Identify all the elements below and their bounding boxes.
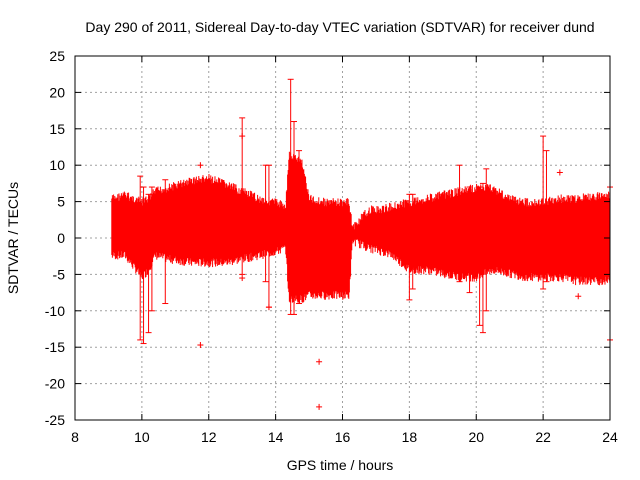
y-tick-label: -25 (45, 412, 65, 428)
y-tick-label: 10 (49, 157, 65, 173)
x-tick-label: 18 (402, 429, 418, 445)
x-axis-label: GPS time / hours (287, 457, 394, 473)
y-tick-label: -10 (45, 303, 65, 319)
y-tick-label: 0 (57, 230, 65, 246)
y-tick-label: 20 (49, 84, 65, 100)
y-tick-label: -15 (45, 339, 65, 355)
y-tick-label: 25 (49, 48, 65, 64)
y-tick-label: -20 (45, 376, 65, 392)
x-tick-label: 8 (71, 429, 79, 445)
x-tick-label: 24 (602, 429, 618, 445)
series-sdtvar (111, 78, 613, 410)
axis-ticks: 8 10 12 14 16 18 20 22 24 -25 -20 -15 -10 -5 0 5 10 15 20 2… (45, 48, 618, 445)
x-tick-label: 10 (134, 429, 150, 445)
chart-title: Day 290 of 2011, Sidereal Day-to-day VTE… (85, 19, 594, 35)
x-tick-label: 12 (201, 429, 217, 445)
x-tick-label: 22 (535, 429, 551, 445)
x-tick-label: 14 (268, 429, 284, 445)
x-tick-label: 20 (468, 429, 484, 445)
y-tick-label: 5 (57, 194, 65, 210)
y-axis-label: SDTVAR / TECUs (5, 182, 21, 294)
y-tick-label: 15 (49, 121, 65, 137)
x-tick-label: 16 (335, 429, 351, 445)
y-tick-label: -5 (53, 266, 66, 282)
data-layer (111, 78, 613, 410)
